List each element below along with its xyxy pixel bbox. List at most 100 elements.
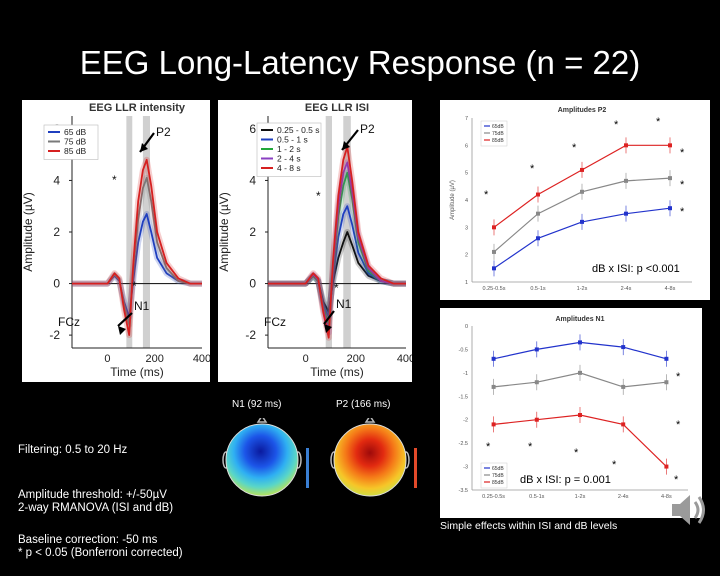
- legend-label-0: 0.25 - 0.5 s: [277, 125, 320, 135]
- data-point: [491, 422, 496, 427]
- data-point: [492, 266, 496, 271]
- y-tick-label: -2.5: [459, 441, 468, 447]
- y-tick-label: 2: [53, 225, 60, 239]
- data-point: [624, 178, 628, 183]
- x-tick-label: 400: [397, 353, 412, 365]
- x-tick-label: 2-4s: [618, 494, 629, 500]
- y-tick-label: -2: [245, 328, 256, 342]
- legend-label-2: 85dB: [492, 480, 504, 486]
- n1-arrow: [117, 312, 133, 327]
- data-point: [668, 143, 672, 148]
- y-tick-label: 2: [249, 225, 256, 239]
- topo-maps: [222, 418, 417, 497]
- y-tick-label: -3.5: [459, 488, 468, 494]
- data-point: [624, 211, 628, 216]
- x-tick-label: 0.5-1s: [530, 286, 546, 292]
- speaker-icon[interactable]: [668, 490, 708, 530]
- chart-title: Amplitudes P2: [558, 107, 607, 114]
- amplitudes-n1-panel: Amplitudes N1 0 -0.5 -1 -1.5 -2 -2.5 -3 -3.5 0.25…: [440, 308, 702, 518]
- data-point: [492, 249, 496, 254]
- data-point: [534, 417, 539, 422]
- x-tick-label: 200: [146, 353, 164, 365]
- legend-label-1: 0.5 - 1 s: [277, 135, 308, 145]
- significance-star-1: *: [334, 281, 339, 295]
- channel-label: FCz: [264, 315, 286, 329]
- erp-intensity-panel: EEG LLR intensity-202460200400Time (ms)A…: [22, 100, 210, 382]
- data-point: [492, 225, 496, 230]
- y-tick-label: -3: [463, 465, 468, 471]
- erp-isi-chart: EEG LLR ISI -2 0 2 4 6 0 200 400 Time (ms) Amplitu…: [218, 102, 412, 379]
- significance-star-1: *: [676, 419, 681, 431]
- data-point: [580, 219, 584, 224]
- data-point: [536, 236, 540, 241]
- erp-isi-panel: EEG LLR ISI -2 0 2 4 6 0 200 400 Time (ms) Amplitu…: [218, 100, 412, 382]
- significance-star-3: *: [680, 147, 685, 159]
- slide-title: EEG Long-Latency Response (n = 22): [79, 44, 641, 81]
- data-point: [578, 340, 582, 345]
- note-anova: 2-way RMANOVA (ISI and dB): [18, 502, 174, 514]
- data-point: [664, 464, 669, 469]
- x-tick-label: 0.5-1s: [529, 494, 545, 500]
- series-line-2: [72, 158, 202, 337]
- y-axis-label: Amplitude (µV): [218, 192, 231, 272]
- topo-n1-head: [222, 418, 302, 497]
- x-tick-label: 1-2s: [577, 286, 588, 292]
- topo-n1-colorbar: [306, 448, 309, 488]
- y-tick-label: -2: [463, 418, 468, 424]
- note-significance: * p < 0.05 (Bonferroni corrected): [18, 547, 183, 559]
- p2-arrowhead: [342, 141, 350, 150]
- data-point: [668, 206, 672, 211]
- data-point: [578, 413, 582, 418]
- interaction-annotation: dB x ISI: p = 0.001: [520, 474, 611, 486]
- topo-p2-label: P2 (166 ms): [336, 399, 391, 410]
- topo-p2-colorbar: [414, 448, 417, 488]
- y-tick-label: 5: [465, 171, 468, 177]
- data-point: [664, 380, 669, 385]
- significance-star-0: *: [614, 119, 619, 131]
- significance-star-2: *: [486, 441, 491, 453]
- data-point: [624, 143, 628, 148]
- legend-label-2: 1 - 2 s: [277, 144, 301, 154]
- x-tick-label: 4-8s: [661, 494, 672, 500]
- data-point: [491, 356, 496, 361]
- n1-arrowhead: [324, 324, 332, 333]
- data-point: [534, 347, 539, 352]
- legend-label-2: 85 dB: [64, 146, 87, 156]
- y-tick-label: 6: [249, 122, 256, 136]
- significance-star-5: *: [612, 459, 617, 471]
- x-tick-label: 0.25-0.5s: [482, 494, 505, 500]
- note-filtering: Filtering: 0.5 to 20 Hz: [18, 444, 128, 456]
- footer-note: Simple effects within ISI and dB levels: [440, 520, 618, 532]
- p2-label: P2: [156, 125, 171, 139]
- data-point: [580, 167, 584, 172]
- legend-label-1: 75dB: [492, 131, 504, 137]
- topo-n1-label: N1 (92 ms): [232, 399, 282, 410]
- legend-label-4: 4 - 8 s: [277, 163, 301, 173]
- data-point: [491, 384, 496, 389]
- legend-label-1: 75dB: [492, 473, 504, 479]
- shaded-window-1: [142, 116, 150, 348]
- x-axis-label: Time (ms): [110, 365, 164, 379]
- y-tick-label: 0: [53, 277, 60, 291]
- series-line-4: [268, 146, 406, 339]
- y-tick-label: 0: [465, 324, 468, 330]
- significance-star-1: *: [132, 279, 137, 293]
- legend-label-3: 2 - 4 s: [277, 154, 301, 164]
- legend-label-0: 65dB: [492, 466, 504, 472]
- y-tick-label: 4: [249, 173, 256, 187]
- legend-label-1: 75 dB: [64, 137, 87, 147]
- p2-label: P2: [360, 122, 375, 136]
- significance-star-0: *: [316, 189, 321, 203]
- significance-star-0: *: [676, 371, 681, 383]
- x-tick-label: 1-2s: [575, 494, 586, 500]
- legend-box: [480, 462, 508, 489]
- shaded-window-0: [325, 116, 332, 348]
- shaded-window-0: [126, 116, 133, 348]
- channel-label: FCz: [58, 315, 80, 329]
- data-point: [536, 211, 540, 216]
- data-point: [534, 380, 539, 385]
- n1-arrow: [323, 310, 335, 325]
- data-point: [621, 345, 626, 350]
- legend-label-0: 65 dB: [64, 127, 87, 137]
- topo-p2-head: [330, 418, 410, 497]
